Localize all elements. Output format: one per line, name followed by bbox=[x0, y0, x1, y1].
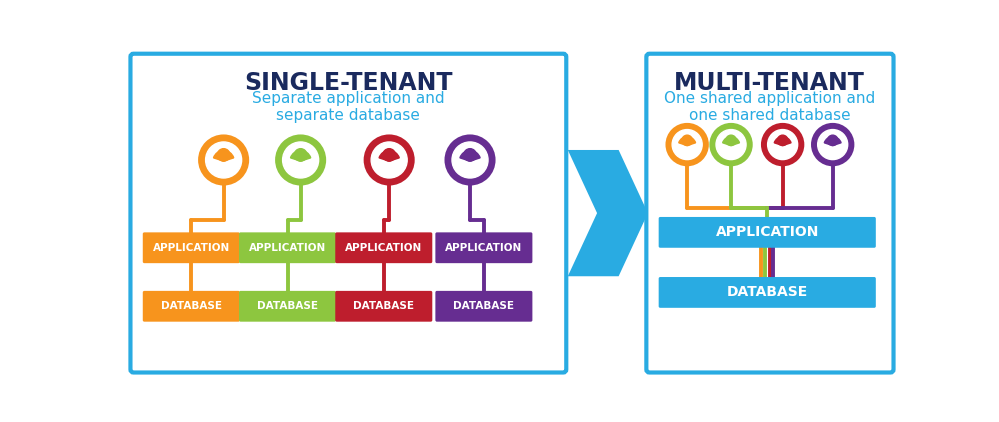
Circle shape bbox=[682, 135, 692, 146]
FancyBboxPatch shape bbox=[239, 291, 336, 322]
Circle shape bbox=[777, 135, 788, 146]
Text: APPLICATION: APPLICATION bbox=[715, 225, 819, 239]
Text: DATABASE: DATABASE bbox=[454, 301, 514, 311]
Circle shape bbox=[464, 149, 477, 161]
FancyBboxPatch shape bbox=[143, 291, 240, 322]
FancyBboxPatch shape bbox=[131, 54, 566, 373]
Circle shape bbox=[366, 137, 413, 183]
Wedge shape bbox=[824, 137, 841, 146]
Wedge shape bbox=[214, 151, 234, 161]
Circle shape bbox=[817, 130, 848, 160]
Circle shape bbox=[383, 149, 396, 161]
Text: MULTI-TENANT: MULTI-TENANT bbox=[674, 70, 865, 95]
Circle shape bbox=[712, 125, 750, 164]
Text: DATABASE: DATABASE bbox=[354, 301, 415, 311]
Circle shape bbox=[372, 142, 408, 178]
FancyBboxPatch shape bbox=[336, 291, 433, 322]
Polygon shape bbox=[567, 150, 648, 276]
Circle shape bbox=[447, 137, 494, 183]
FancyBboxPatch shape bbox=[336, 233, 433, 263]
Wedge shape bbox=[774, 137, 791, 146]
Wedge shape bbox=[722, 137, 739, 146]
Text: APPLICATION: APPLICATION bbox=[446, 243, 522, 253]
Wedge shape bbox=[678, 137, 695, 146]
Text: One shared application and
one shared database: One shared application and one shared da… bbox=[664, 91, 875, 123]
Circle shape bbox=[278, 137, 324, 183]
Circle shape bbox=[201, 137, 247, 183]
Circle shape bbox=[767, 130, 797, 160]
Circle shape bbox=[295, 149, 307, 161]
Wedge shape bbox=[291, 151, 311, 161]
Circle shape bbox=[672, 130, 702, 160]
Text: DATABASE: DATABASE bbox=[161, 301, 222, 311]
Circle shape bbox=[827, 135, 838, 146]
Wedge shape bbox=[379, 151, 400, 161]
Text: SINGLE-TENANT: SINGLE-TENANT bbox=[244, 70, 453, 95]
FancyBboxPatch shape bbox=[436, 233, 532, 263]
Text: Separate application and
separate database: Separate application and separate databa… bbox=[252, 91, 445, 123]
Circle shape bbox=[716, 130, 746, 160]
Circle shape bbox=[763, 125, 802, 164]
Circle shape bbox=[452, 142, 489, 178]
Circle shape bbox=[283, 142, 319, 178]
FancyBboxPatch shape bbox=[239, 233, 336, 263]
FancyBboxPatch shape bbox=[646, 54, 893, 373]
Text: DATABASE: DATABASE bbox=[257, 301, 318, 311]
Circle shape bbox=[668, 125, 706, 164]
Wedge shape bbox=[460, 151, 481, 161]
Circle shape bbox=[218, 149, 230, 161]
Text: APPLICATION: APPLICATION bbox=[346, 243, 423, 253]
Text: APPLICATION: APPLICATION bbox=[153, 243, 230, 253]
Text: DATABASE: DATABASE bbox=[726, 285, 808, 300]
Circle shape bbox=[726, 135, 736, 146]
FancyBboxPatch shape bbox=[658, 217, 876, 248]
Text: APPLICATION: APPLICATION bbox=[249, 243, 326, 253]
FancyBboxPatch shape bbox=[658, 277, 876, 308]
Circle shape bbox=[206, 142, 242, 178]
FancyBboxPatch shape bbox=[143, 233, 240, 263]
Circle shape bbox=[813, 125, 852, 164]
FancyBboxPatch shape bbox=[436, 291, 532, 322]
